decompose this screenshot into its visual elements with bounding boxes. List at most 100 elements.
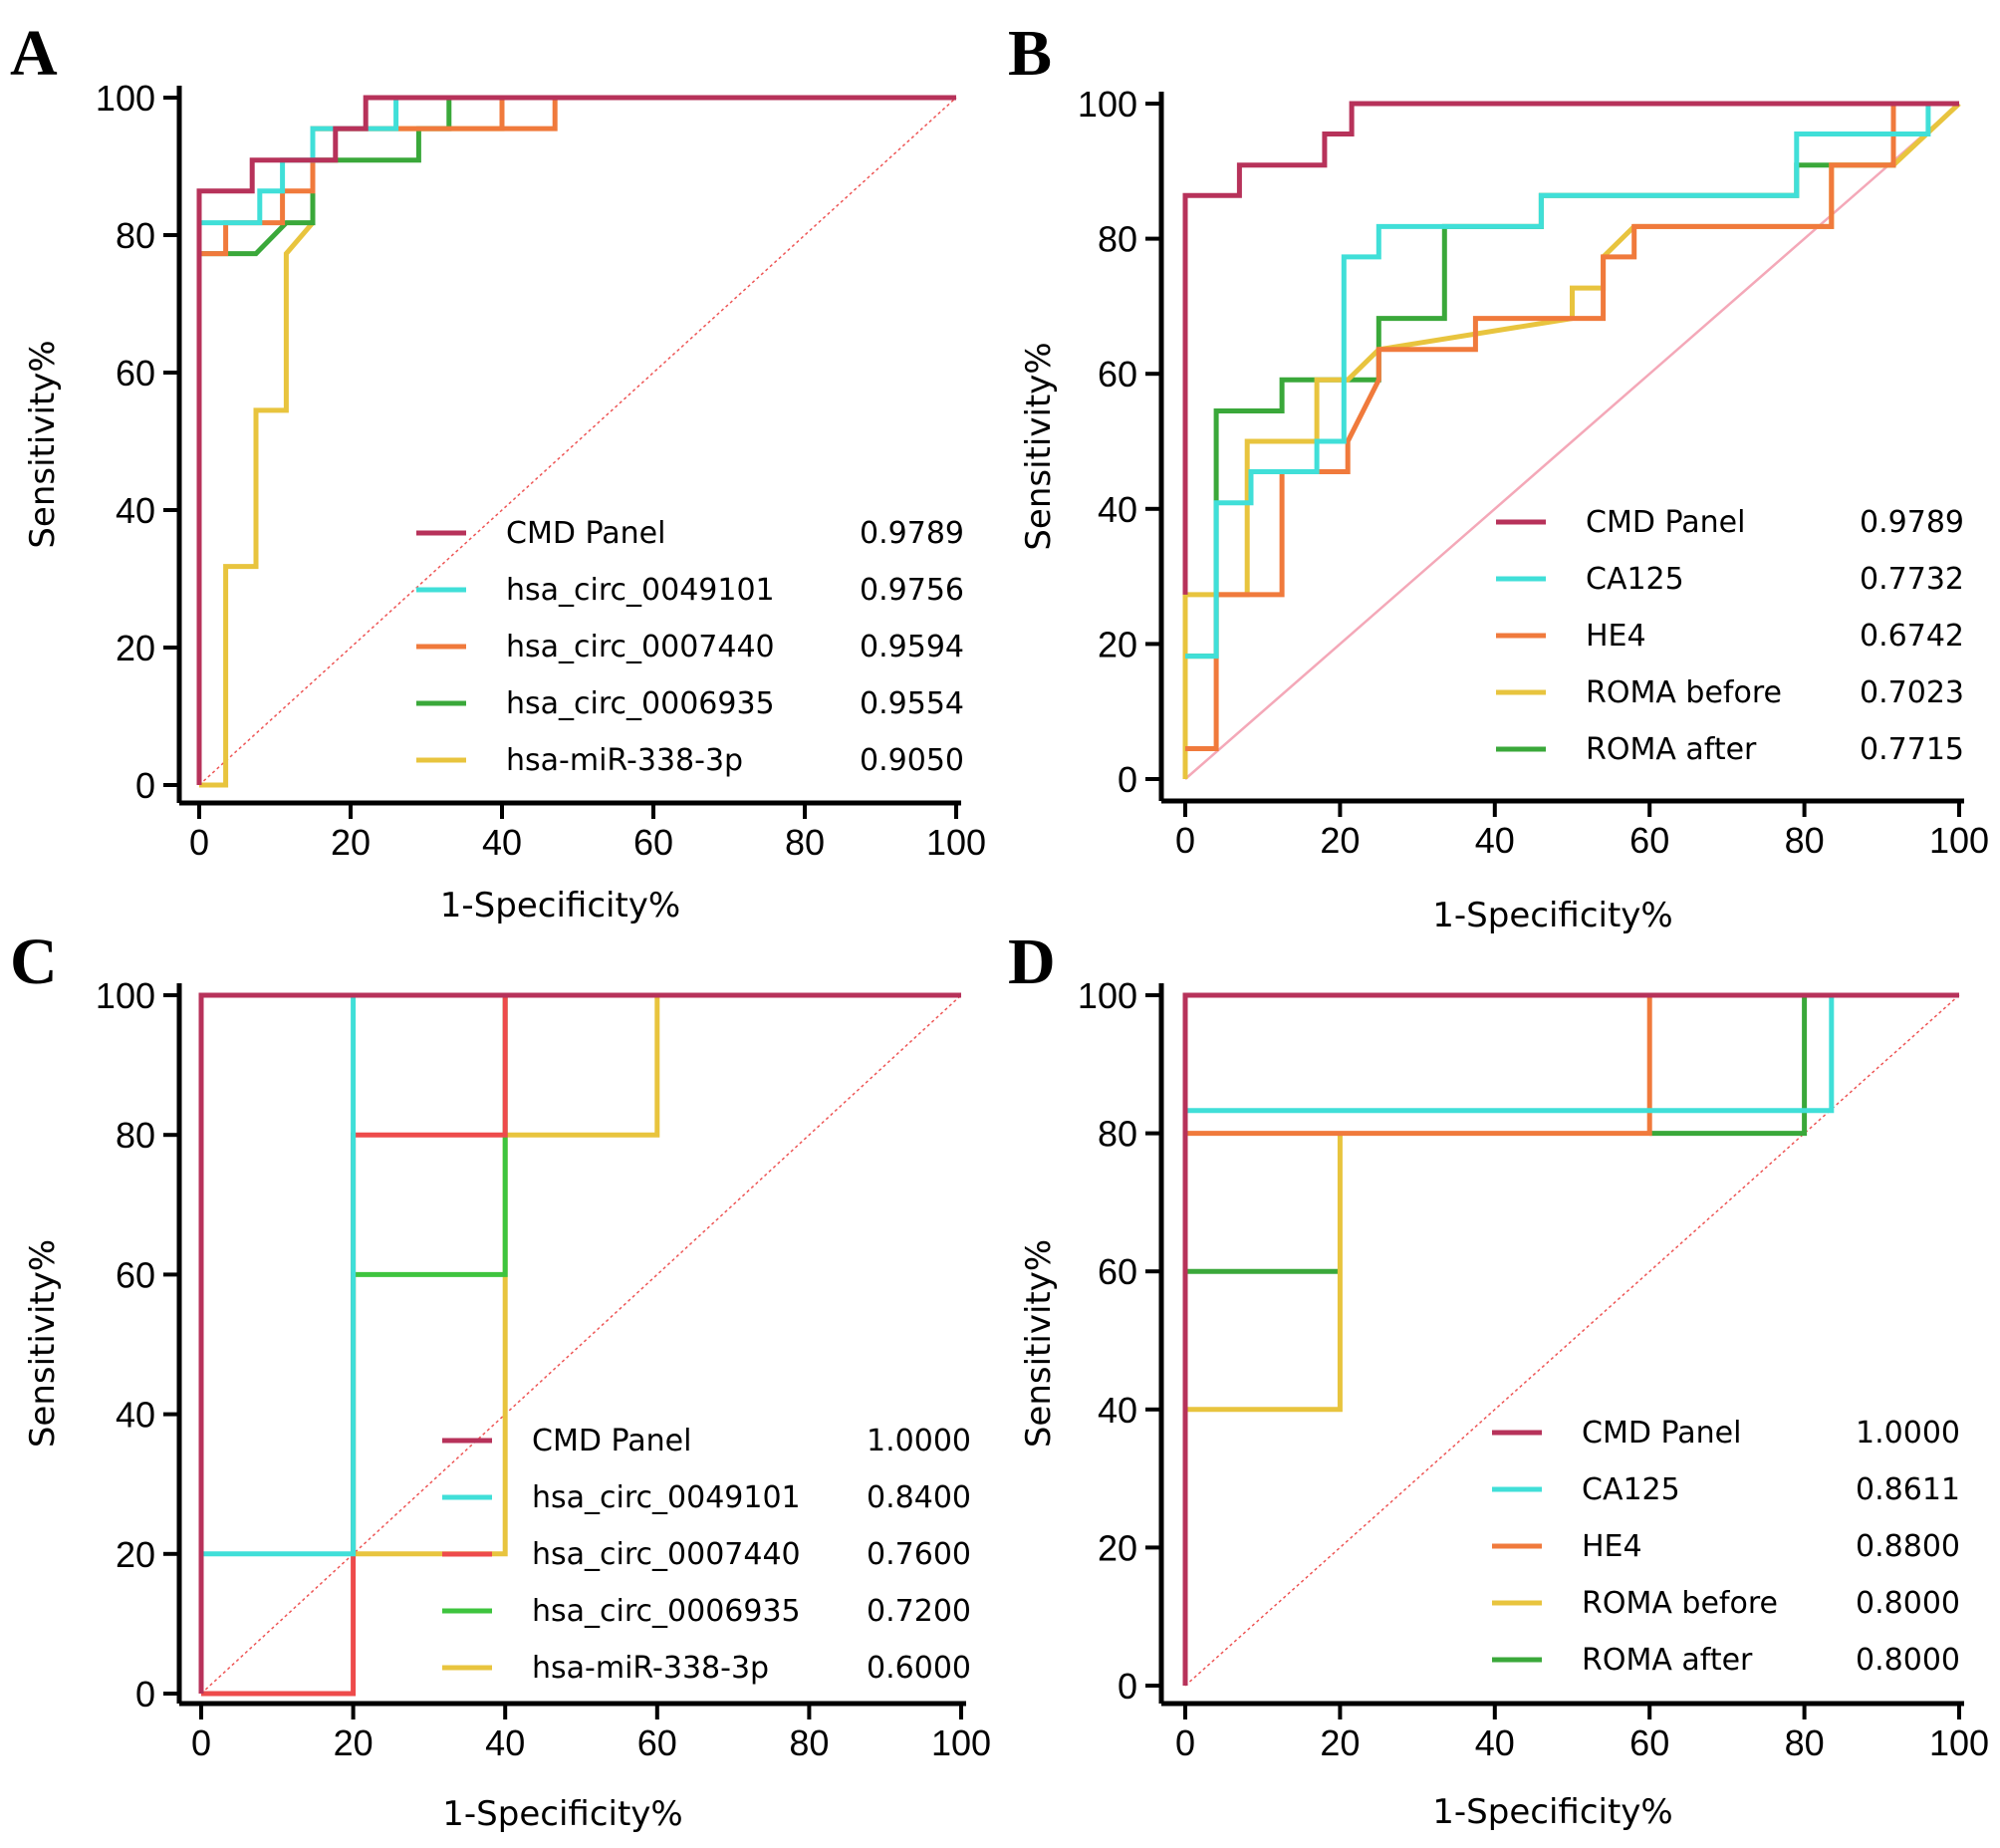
legend-auc-value: 0.8400 <box>867 1480 971 1515</box>
panel-letter-b: B <box>1008 17 1052 90</box>
legend-auc-value: 0.8000 <box>1856 1586 1960 1621</box>
x-tick-label: 40 <box>1475 820 1515 861</box>
y-tick-label: 80 <box>116 215 155 256</box>
y-tick-label: 100 <box>1078 975 1137 1016</box>
x-tick-label: 40 <box>482 822 522 863</box>
legend-auc-value: 0.9789 <box>860 516 964 551</box>
y-tick-label: 0 <box>1118 1666 1137 1707</box>
y-tick-label: 40 <box>1098 489 1137 530</box>
series-line-he4 <box>1185 104 1896 751</box>
legend-label: CA125 <box>1582 1472 1680 1507</box>
x-tick-label: 0 <box>191 1722 211 1763</box>
x-axis-label: 1-Specificity% <box>442 1794 682 1834</box>
panel-a: 0 20 40 60 80 100 0 20 40 60 80 100 1-Specificity% Se… <box>23 78 986 925</box>
panel-d: 0 20 40 60 80 100 0 20 40 60 80 100 1-Specificity% Se… <box>1019 975 1989 1832</box>
legend-label: HE4 <box>1582 1529 1642 1564</box>
y-axis-label: Sensitivity% <box>1019 342 1059 550</box>
legend-label: CMD Panel <box>1586 505 1745 540</box>
series-line-cmd-panel <box>1182 992 1959 1686</box>
x-tick-label: 100 <box>926 822 986 863</box>
x-tick-label: 80 <box>1785 820 1825 861</box>
legend-label: hsa_circ_0006935 <box>532 1594 801 1629</box>
panel-letter-a: A <box>10 17 58 90</box>
x-tick-label: 60 <box>637 1722 677 1763</box>
y-tick-label: 100 <box>96 975 155 1016</box>
legend: CMD Panel 1.0000 hsa_circ_0049101 0.8400 hsa… <box>442 1424 971 1686</box>
legend-auc-value: 0.9756 <box>860 573 964 608</box>
legend-label: ROMA before <box>1582 1586 1778 1621</box>
legend-auc-value: 1.0000 <box>1856 1416 1960 1451</box>
legend-label: HE4 <box>1586 619 1646 654</box>
legend-auc-value: 0.7715 <box>1860 732 1964 767</box>
x-axis-label: 1-Specificity% <box>440 886 680 925</box>
panel-letter-d: D <box>1008 925 1056 998</box>
series-line-roma-after-segment <box>1649 995 1808 1137</box>
series-line-hsa-circ-0049101 <box>196 95 956 254</box>
legend-label: ROMA before <box>1586 675 1782 710</box>
legend-auc-value: 0.7600 <box>867 1537 971 1572</box>
x-tick-label: 100 <box>1929 1722 1989 1763</box>
y-axis-label: Sensitivity% <box>23 1239 63 1448</box>
y-tick-label: 60 <box>116 1254 155 1295</box>
x-tick-label: 80 <box>1785 1722 1825 1763</box>
y-tick-label: 20 <box>116 1534 155 1575</box>
y-tick-label: 80 <box>1098 219 1137 260</box>
x-tick-label: 20 <box>1320 820 1360 861</box>
legend-auc-value: 0.8000 <box>1856 1643 1960 1678</box>
y-tick-label: 60 <box>1098 354 1137 395</box>
legend-label: hsa-miR-338-3p <box>506 743 743 778</box>
x-tick-label: 0 <box>189 822 209 863</box>
y-tick-label: 0 <box>1118 759 1137 800</box>
y-tick-label: 20 <box>1098 1527 1137 1568</box>
x-tick-label: 80 <box>785 822 825 863</box>
y-tick-label: 0 <box>135 1674 155 1715</box>
y-tick-label: 40 <box>116 1395 155 1436</box>
series-line-ca125 <box>1185 101 1959 660</box>
legend-label: CMD Panel <box>1582 1416 1741 1451</box>
y-tick-label: 40 <box>116 490 155 531</box>
legend-auc-value: 0.6000 <box>867 1651 971 1686</box>
panel-c: 0 20 40 60 80 100 0 20 40 60 80 100 1-Specificity% Se… <box>23 975 991 1834</box>
legend: CMD Panel 0.9789 CA125 0.7732 HE4 0.6742 ROMA … <box>1496 505 1964 767</box>
legend-auc-value: 0.9050 <box>860 743 964 778</box>
legend-label: CMD Panel <box>532 1424 691 1458</box>
y-tick-label: 100 <box>96 78 155 119</box>
legend-label: hsa_circ_0049101 <box>506 573 775 608</box>
legend-label: hsa_circ_0007440 <box>506 630 775 664</box>
legend-label: ROMA after <box>1586 732 1757 767</box>
legend-label: hsa_circ_0007440 <box>532 1537 801 1572</box>
x-tick-label: 40 <box>485 1722 525 1763</box>
legend-auc-value: 0.9554 <box>860 686 964 721</box>
legend-auc-value: 0.7732 <box>1860 562 1964 597</box>
y-tick-label: 60 <box>116 353 155 394</box>
y-tick-label: 60 <box>1098 1251 1137 1292</box>
x-tick-label: 0 <box>1175 1722 1195 1763</box>
panel-b: 0 20 40 60 80 100 0 20 40 60 80 100 1-Specificity% Se… <box>1019 84 1989 935</box>
y-tick-label: 20 <box>1098 624 1137 664</box>
legend: CMD Panel 1.0000 CA125 0.8611 HE4 0.8800 ROMA … <box>1492 1416 1960 1678</box>
legend-auc-value: 1.0000 <box>867 1424 971 1458</box>
x-tick-label: 20 <box>334 1722 374 1763</box>
series-line-he4 <box>1185 995 1652 1137</box>
legend-label: CA125 <box>1586 562 1684 597</box>
legend-label: ROMA after <box>1582 1643 1753 1678</box>
series-line-cmd-panel <box>198 992 961 1694</box>
x-tick-label: 80 <box>789 1722 829 1763</box>
x-tick-label: 100 <box>931 1722 991 1763</box>
legend-auc-value: 0.9789 <box>1860 505 1964 540</box>
series-line-cmd-panel <box>1182 101 1959 595</box>
y-tick-label: 80 <box>1098 1114 1137 1155</box>
x-tick-label: 20 <box>1320 1722 1360 1763</box>
legend-auc-value: 0.9594 <box>860 630 964 664</box>
x-tick-label: 100 <box>1929 820 1989 861</box>
x-axis-label: 1-Specificity% <box>1432 1792 1672 1832</box>
x-tick-label: 60 <box>1629 1722 1669 1763</box>
y-axis-label: Sensitivity% <box>1019 1239 1059 1448</box>
legend-auc-value: 0.7023 <box>1860 675 1964 710</box>
legend-label: hsa-miR-338-3p <box>532 1651 769 1686</box>
x-tick-label: 60 <box>633 822 673 863</box>
reference-diagonal-line <box>200 994 962 1695</box>
legend-label: hsa_circ_0049101 <box>532 1480 801 1515</box>
series-line-ca125 <box>1185 995 1835 1114</box>
